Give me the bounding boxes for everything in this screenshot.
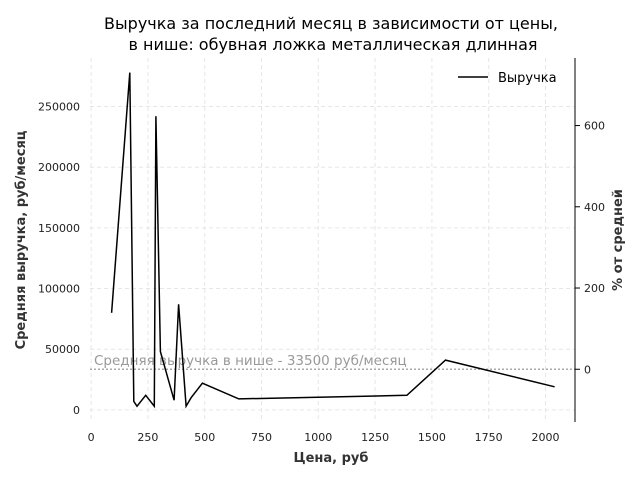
y-axis: 0 50000 100000 150000 200000 250000: [38, 101, 80, 417]
x-tick-label: 1000: [304, 431, 332, 444]
y-tick-label: 50000: [45, 343, 80, 356]
y-tick-label: 100000: [38, 283, 80, 296]
y2-tick-label: 200: [584, 282, 605, 295]
y-tick-label: 150000: [38, 222, 80, 235]
reference-line-group: Средняя выручка в нише - 33500 руб/месяц: [90, 353, 575, 370]
x-tick-label: 2000: [531, 431, 559, 444]
x-tick-label: 1500: [418, 431, 446, 444]
x-axis: 0 250 500 750 1000 1250 1500 1750 2000: [88, 431, 560, 444]
y-tick-label: 0: [73, 404, 80, 417]
reference-line-label: Средняя выручка в нише - 33500 руб/месяц: [94, 353, 407, 369]
chart-title-line-1: Выручка за последний месяц в зависимости…: [104, 14, 558, 33]
y2-axis: 0 200 400 600: [574, 58, 605, 422]
legend: Выручка: [458, 71, 557, 86]
y2-tick-label: 600: [584, 120, 605, 133]
series-layer: [110, 72, 555, 409]
y-tick-label: 200000: [38, 161, 80, 174]
x-tick-label: 750: [251, 431, 272, 444]
x-tick-label: 500: [194, 431, 215, 444]
y-axis-label: Средняя выручка, руб/месяц: [14, 130, 29, 349]
x-axis-label: Цена, руб: [294, 451, 369, 466]
legend-label: Выручка: [498, 71, 557, 86]
y-tick-label: 250000: [38, 101, 80, 114]
series-line-revenue: [110, 72, 555, 409]
y2-tick-label: 0: [584, 363, 591, 376]
x-tick-label: 0: [88, 431, 95, 444]
x-tick-label: 250: [137, 431, 158, 444]
y2-tick-label: 400: [584, 201, 605, 214]
y2-axis-label: % от средней: [611, 189, 626, 291]
x-tick-label: 1750: [475, 431, 503, 444]
chart-title-line-2: в нише: обувная ложка металлическая длин…: [128, 35, 537, 54]
x-tick-label: 1250: [361, 431, 389, 444]
grid: [90, 58, 575, 422]
